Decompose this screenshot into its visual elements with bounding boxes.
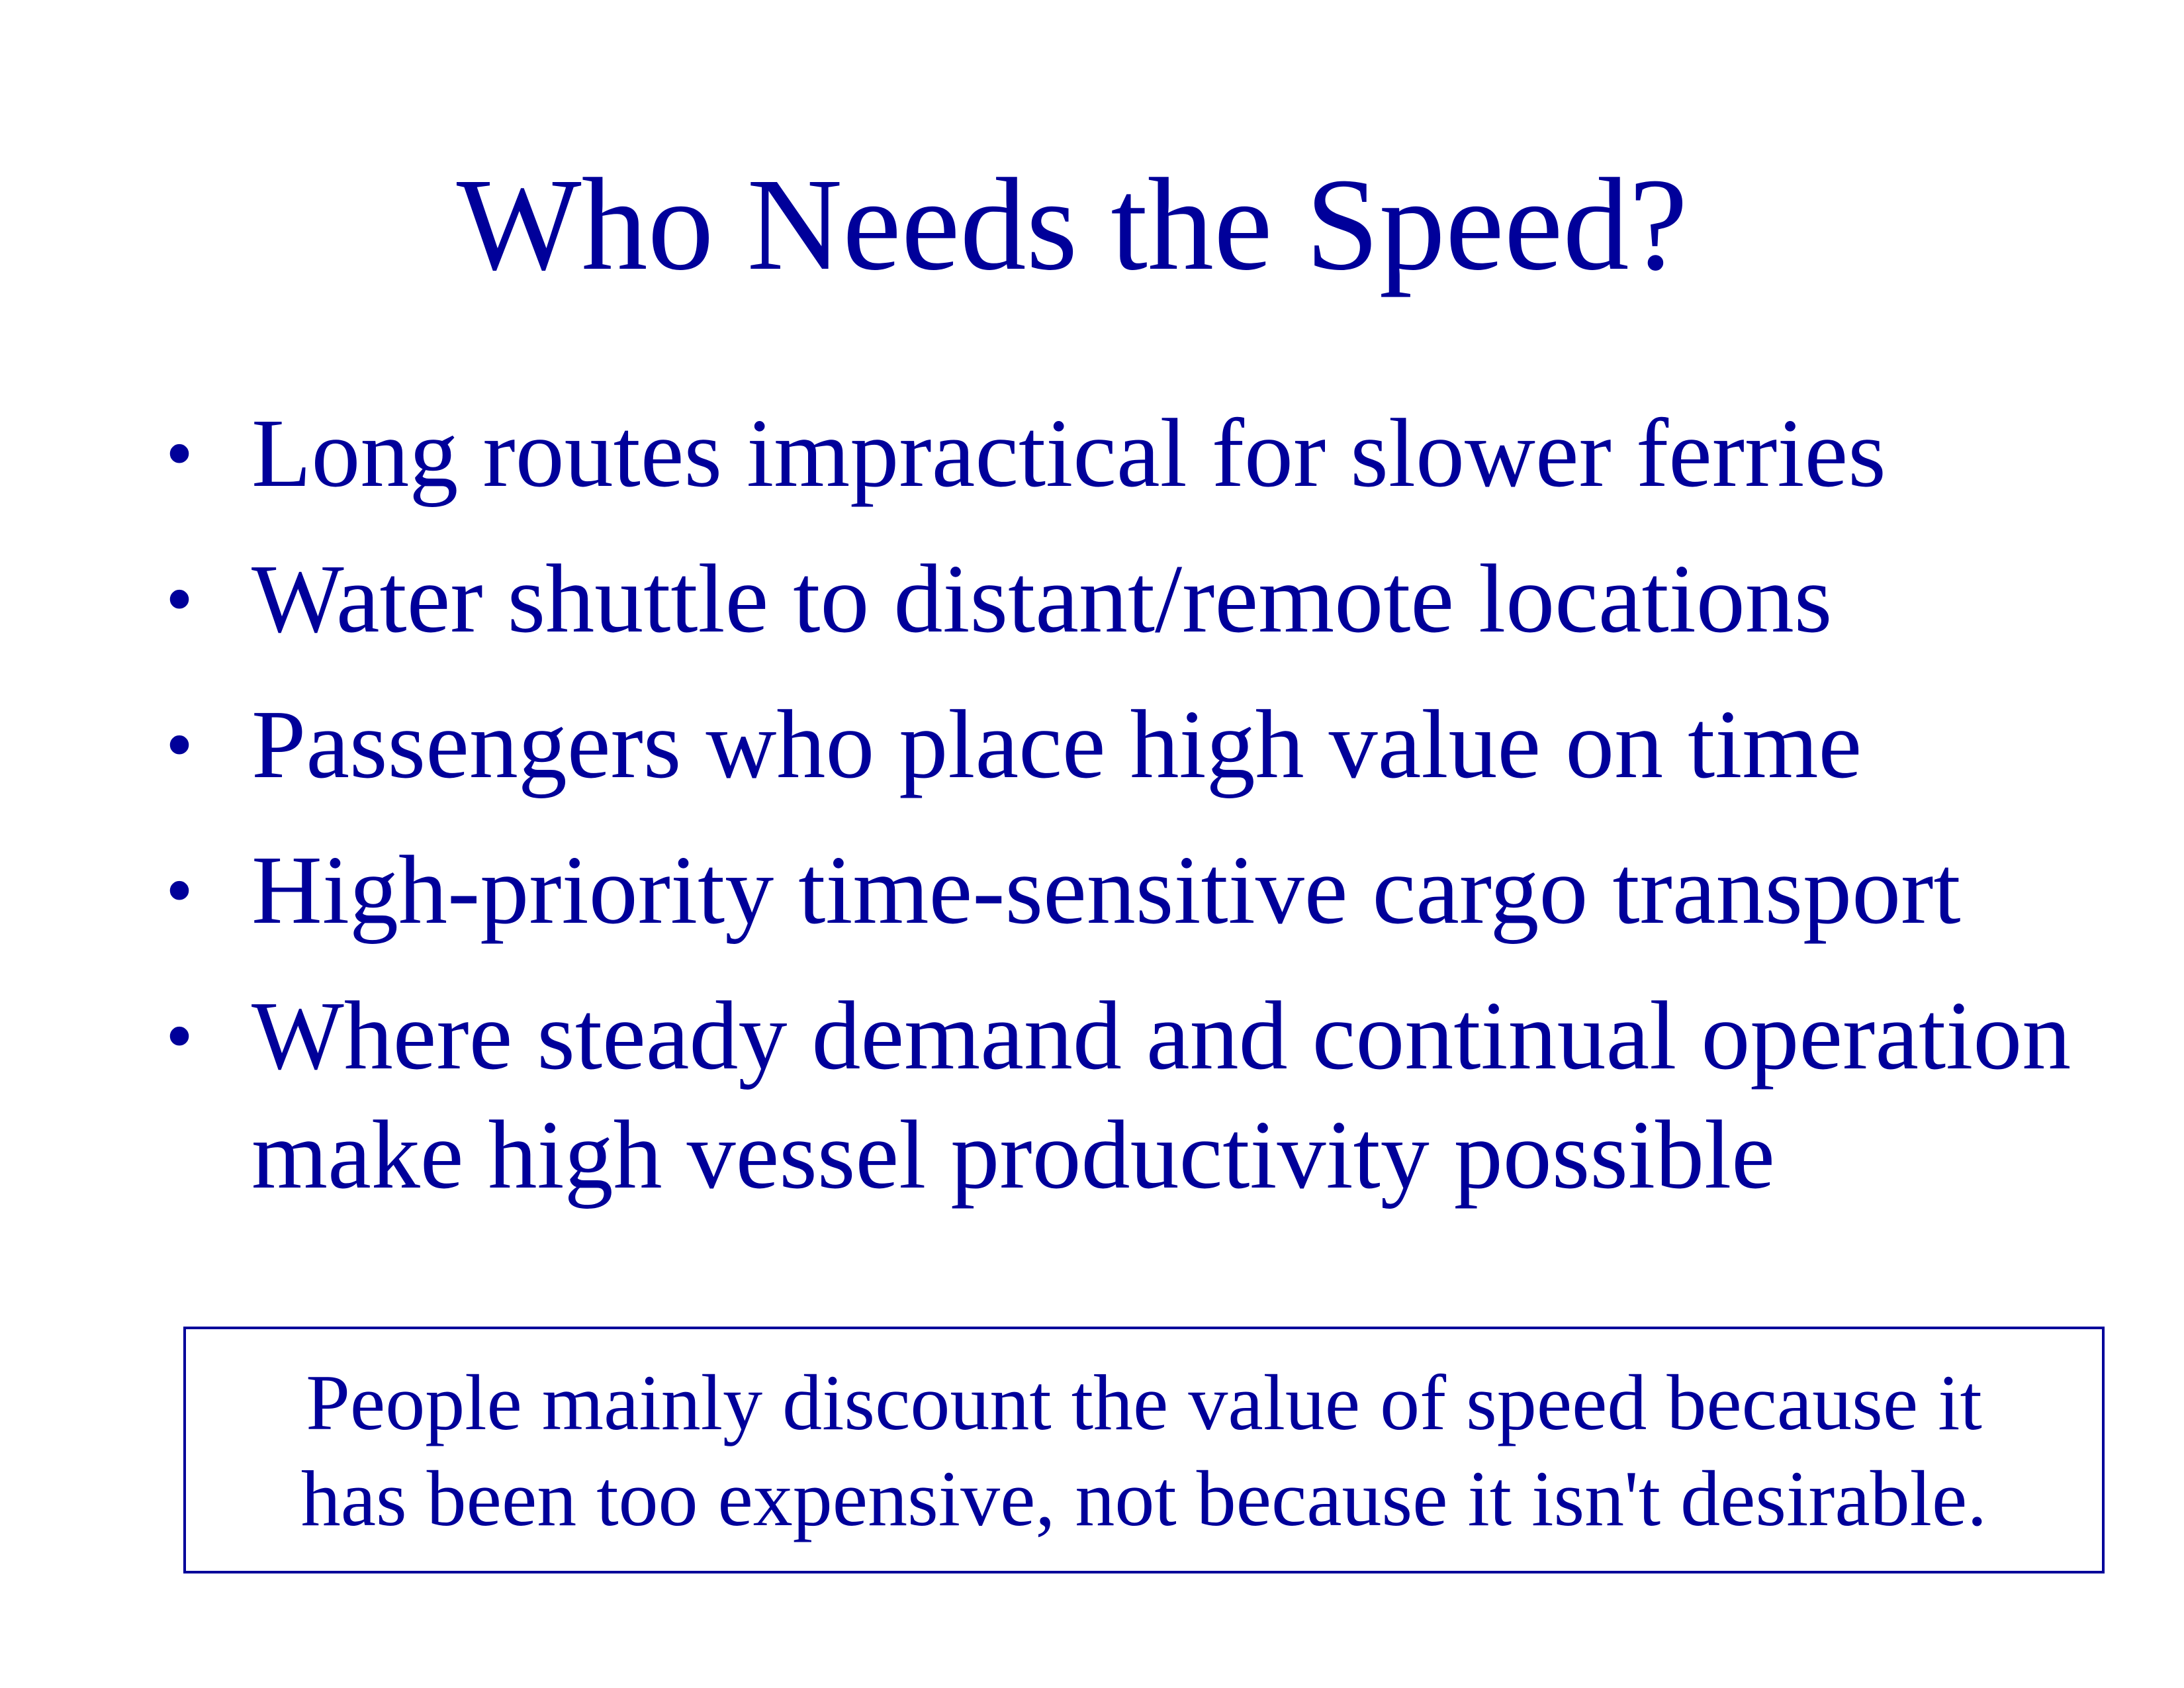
bullet-dot-icon: •: [165, 555, 194, 643]
bullet-dot-icon: •: [165, 992, 194, 1080]
bullet-item: • Passengers who place high value on tim…: [165, 685, 2138, 804]
bullet-dot-icon: •: [165, 409, 194, 497]
bullet-dot-icon: •: [165, 846, 194, 934]
slide-title: Who Needs the Speed?: [456, 152, 1688, 298]
bullet-text: Where steady demand and continual operat…: [251, 982, 2071, 1209]
bullet-text: Water shuttle to distant/remote location…: [251, 545, 1833, 653]
callout-text: People mainly discount the value of spee…: [300, 1358, 1987, 1542]
callout-box: People mainly discount the value of spee…: [183, 1327, 2105, 1573]
bullet-item: • Where steady demand and continual oper…: [165, 976, 2138, 1215]
bullet-item: • High-priority time-sensitive cargo tra…: [165, 831, 2138, 950]
bullet-text: Long routes impractical for slower ferri…: [251, 399, 1886, 508]
bullet-dot-icon: •: [165, 700, 194, 788]
bullet-text: Passengers who place high value on time: [251, 690, 1862, 799]
bullet-list: • Long routes impractical for slower fer…: [165, 394, 2138, 1215]
bullet-text: High-priority time-sensitive cargo trans…: [251, 836, 1961, 945]
bullet-item: • Long routes impractical for slower fer…: [165, 394, 2138, 513]
bullet-item: • Water shuttle to distant/remote locati…: [165, 539, 2138, 659]
